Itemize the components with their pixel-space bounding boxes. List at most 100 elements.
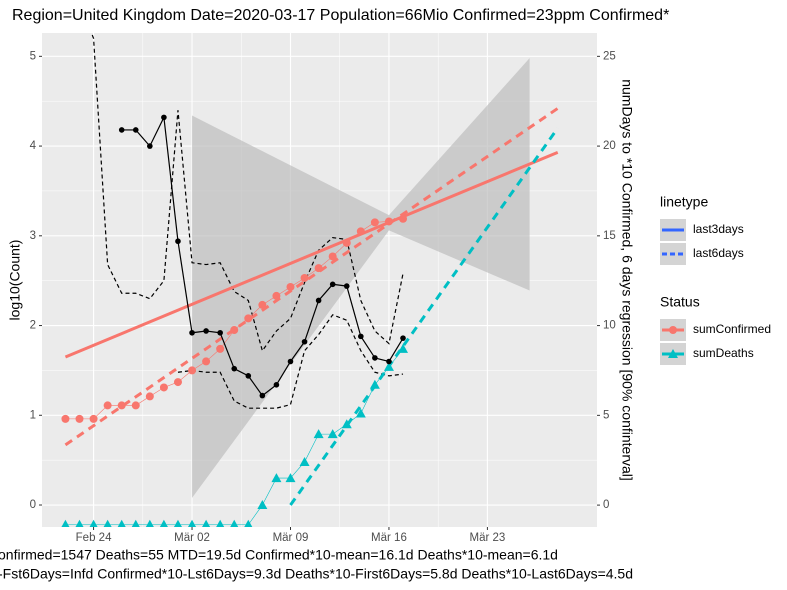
point [75, 414, 84, 423]
point [271, 473, 282, 483]
point [301, 338, 308, 345]
point [329, 281, 336, 288]
point [175, 238, 181, 245]
point [343, 283, 350, 289]
point [369, 379, 380, 389]
legend-swatch [668, 349, 678, 358]
y2-tick-label: 15 [603, 230, 616, 242]
point [61, 414, 70, 423]
point [145, 519, 154, 527]
y2-tick-label: 5 [603, 409, 609, 421]
x-tick-label: Mär 02 [174, 532, 210, 544]
point [258, 300, 267, 309]
caption: -Fst6Days=Infd Confirmed*10-Lst6Days=9.3… [0, 566, 633, 582]
point [61, 519, 70, 527]
point [244, 314, 253, 323]
point [386, 358, 392, 365]
point [161, 114, 167, 121]
y2-axis-label: numDays to *10 Confirmed, 6 days regress… [619, 79, 635, 481]
point [259, 392, 266, 399]
point [217, 329, 223, 336]
point [244, 519, 253, 527]
point [372, 355, 378, 361]
point [355, 408, 366, 418]
point [131, 519, 140, 527]
legend-label: sumConfirmed [693, 322, 771, 336]
regression-line [289, 127, 559, 506]
point [103, 519, 112, 527]
point [89, 519, 98, 527]
point [342, 238, 351, 247]
point [188, 519, 197, 527]
legend-label: sumDeaths [693, 346, 754, 360]
point [202, 519, 211, 527]
y-tick-label: 3 [30, 230, 36, 242]
point [159, 383, 168, 392]
point [173, 378, 182, 387]
point [285, 473, 296, 483]
point [398, 343, 409, 353]
y-tick-label: 4 [30, 140, 37, 152]
point [299, 456, 310, 466]
point [400, 335, 406, 341]
y-tick-label: 5 [30, 50, 36, 62]
point [230, 519, 239, 527]
legend-swatch [669, 326, 677, 334]
regression-line [64, 107, 559, 447]
caption: onfirmed=1547 Deaths=55 MTD=19.5d Confir… [0, 547, 558, 563]
point [328, 252, 337, 261]
point [272, 291, 281, 300]
point [384, 217, 393, 226]
point [358, 333, 364, 340]
point [245, 373, 252, 379]
legend-label: last6days [693, 246, 744, 260]
point [257, 500, 268, 510]
y2-tick-label: 10 [603, 320, 616, 332]
legend-title: Status [660, 294, 700, 310]
y-tick-label: 0 [30, 499, 36, 511]
point [103, 401, 112, 410]
point [145, 392, 154, 401]
point [383, 361, 394, 371]
point [216, 519, 225, 527]
point [286, 282, 295, 291]
point [189, 329, 195, 336]
confidence-ribbon [192, 58, 530, 498]
point [231, 365, 238, 372]
lower-bound [177, 314, 404, 409]
point [117, 519, 126, 527]
point [300, 273, 309, 282]
point [117, 401, 126, 410]
point [327, 429, 338, 439]
point [315, 297, 322, 304]
point [273, 382, 280, 388]
point [313, 429, 324, 439]
point [399, 214, 408, 223]
point [188, 366, 197, 375]
point [132, 127, 139, 133]
point [89, 414, 98, 423]
y2-tick-label: 25 [603, 50, 616, 62]
chart-title: Region=United Kingdom Date=2020-03-17 Po… [12, 7, 669, 24]
point [341, 419, 352, 429]
x-tick-label: Mär 16 [371, 532, 407, 544]
point [216, 344, 225, 353]
legend-title: linetype [660, 194, 708, 210]
point [159, 519, 168, 527]
x-tick-label: Feb 24 [76, 532, 112, 544]
y2-tick-label: 20 [603, 140, 616, 152]
x-tick-label: Mär 23 [470, 532, 506, 544]
point [203, 328, 209, 334]
point [314, 264, 323, 273]
y-tick-label: 2 [30, 320, 36, 332]
point [370, 218, 379, 227]
x-tick-label: Mär 09 [273, 532, 309, 544]
y-tick-label: 1 [30, 409, 36, 421]
regression-line [64, 150, 559, 359]
point [356, 227, 365, 236]
point [147, 143, 153, 149]
y-axis-label: log10(Count) [7, 240, 23, 321]
point [173, 519, 182, 527]
point [287, 358, 294, 365]
